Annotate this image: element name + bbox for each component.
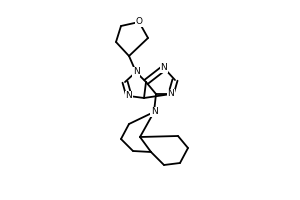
Text: N: N xyxy=(133,68,140,76)
Text: N: N xyxy=(151,108,158,116)
Text: N: N xyxy=(160,64,167,72)
Text: N: N xyxy=(126,92,132,100)
Text: O: O xyxy=(136,18,142,26)
Text: N: N xyxy=(168,90,174,98)
